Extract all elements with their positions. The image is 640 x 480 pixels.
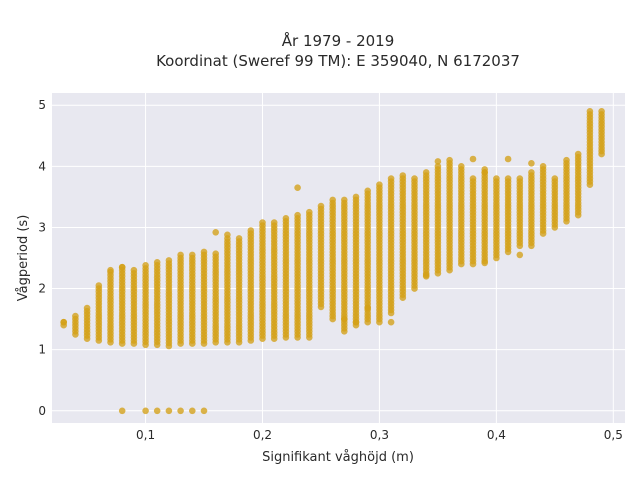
x-tick-label: 0,4 — [487, 428, 506, 442]
data-point — [247, 227, 255, 234]
data-point — [142, 407, 149, 415]
x-tick-label: 0,1 — [136, 428, 155, 442]
data-point — [422, 271, 430, 279]
data-point — [387, 175, 395, 182]
y-tick-label: 3 — [38, 220, 46, 234]
data-point — [434, 270, 442, 277]
data-point — [387, 318, 395, 326]
data-point — [294, 211, 301, 219]
data-point — [574, 150, 582, 158]
data-point — [528, 160, 535, 167]
data-point — [165, 257, 173, 264]
data-point — [317, 202, 325, 210]
data-point — [107, 266, 114, 274]
data-point — [306, 208, 313, 216]
data-point — [189, 251, 196, 259]
data-point — [434, 163, 442, 170]
data-point — [493, 175, 500, 182]
data-point — [469, 175, 477, 182]
data-point — [130, 266, 138, 274]
data-point — [352, 193, 360, 201]
plot-area — [52, 93, 625, 423]
data-point — [364, 187, 372, 195]
data-point — [294, 184, 301, 191]
data-point — [212, 229, 219, 236]
data-point — [364, 318, 372, 326]
data-point — [282, 215, 290, 222]
data-point — [200, 248, 208, 256]
x-tick-label: 0,5 — [604, 428, 623, 442]
data-point — [177, 251, 184, 259]
data-point — [411, 175, 418, 182]
data-point — [586, 108, 594, 115]
y-tick-label: 0 — [38, 404, 46, 418]
chart-title-line2: Koordinat (Sweref 99 TM): E 359040, N 61… — [156, 52, 520, 70]
y-axis-ticks: 0 1 2 3 4 5 — [38, 98, 46, 418]
data-point — [83, 304, 91, 312]
data-point — [399, 172, 407, 179]
y-tick-label: 5 — [38, 98, 46, 112]
data-point — [60, 318, 67, 326]
data-point — [118, 263, 126, 271]
data-point — [469, 155, 477, 163]
data-point — [376, 181, 383, 188]
y-tick-label: 4 — [38, 159, 46, 173]
data-point — [329, 196, 337, 204]
data-point — [200, 407, 208, 415]
data-point — [458, 163, 465, 170]
data-point — [563, 156, 570, 164]
data-point — [95, 282, 103, 289]
data-point — [422, 169, 430, 176]
data-point — [516, 251, 524, 259]
data-point — [153, 259, 161, 266]
data-point — [270, 219, 278, 226]
data-point — [364, 304, 372, 312]
data-point — [177, 407, 184, 415]
x-axis-ticks: 0,1 0,2 0,3 0,4 0,5 — [136, 428, 623, 442]
data-point — [481, 169, 489, 176]
data-point — [224, 231, 231, 239]
data-point — [142, 262, 149, 269]
data-point — [551, 175, 559, 182]
data-point — [352, 318, 360, 326]
data-point — [341, 315, 348, 323]
data-point — [446, 156, 453, 164]
data-point — [189, 407, 196, 415]
x-tick-label: 0,3 — [370, 428, 389, 442]
data-point — [434, 158, 442, 165]
data-point — [598, 108, 605, 115]
data-point — [259, 219, 266, 226]
x-axis-title: Signifikant våghöjd (m) — [262, 450, 414, 465]
data-point — [235, 235, 243, 242]
data-point — [516, 175, 524, 182]
data-point — [153, 407, 161, 415]
data-point — [504, 155, 512, 163]
data-point — [72, 312, 79, 320]
data-point — [341, 196, 348, 204]
data-point — [165, 407, 173, 415]
y-axis-title: Vågperiod (s) — [16, 215, 31, 302]
data-point — [376, 318, 383, 326]
data-point — [539, 163, 547, 170]
data-point — [118, 407, 126, 415]
data-point — [212, 250, 219, 257]
data-point — [528, 169, 535, 176]
data-points — [60, 108, 605, 415]
chart-title-line1: År 1979 - 2019 — [282, 31, 395, 50]
x-tick-label: 0,2 — [253, 428, 272, 442]
data-point — [504, 175, 512, 182]
y-tick-label: 2 — [38, 282, 46, 296]
y-tick-label: 1 — [38, 343, 46, 357]
data-point — [481, 259, 489, 267]
